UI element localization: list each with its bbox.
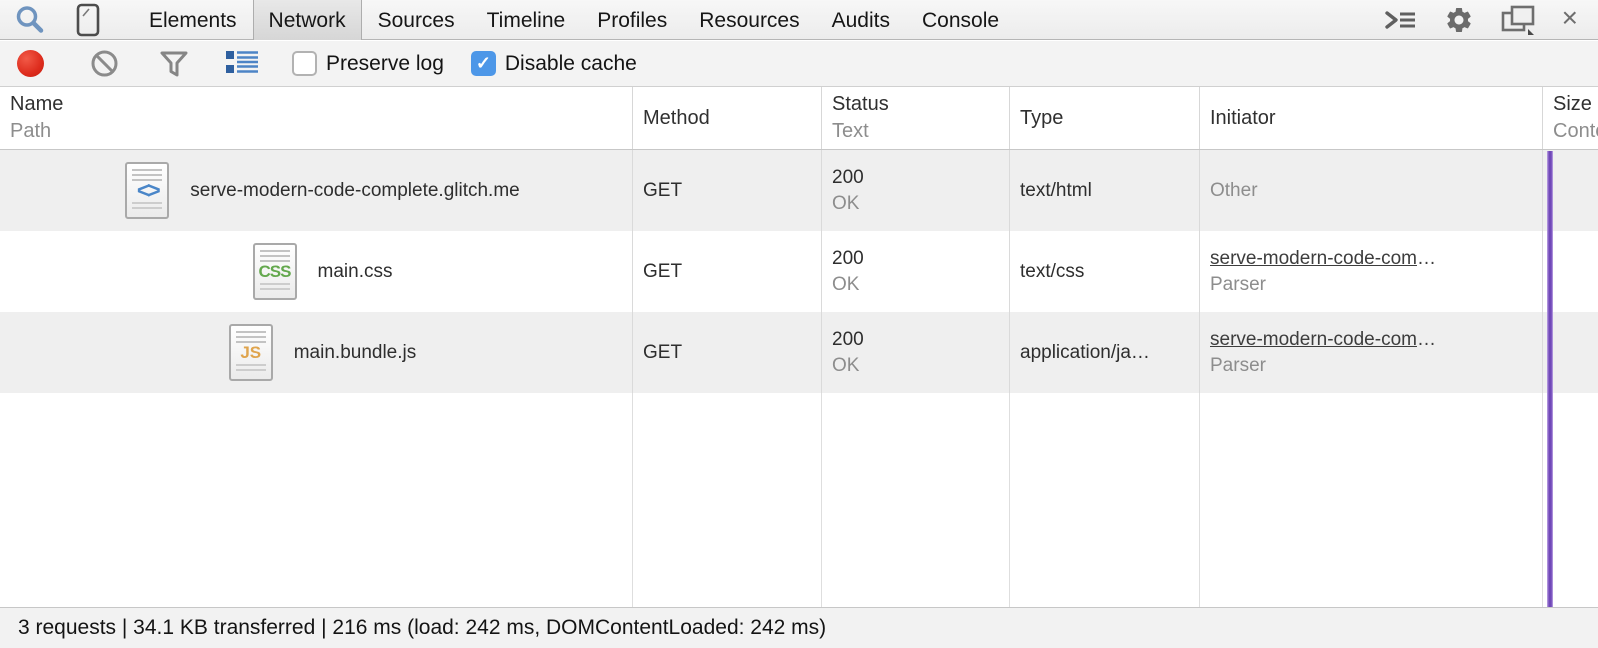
empty-grid-area xyxy=(0,393,1598,607)
request-initiator[interactable]: serve-modern-code-com xyxy=(1210,247,1417,269)
column-header-type[interactable]: Type xyxy=(1010,87,1200,149)
record-dot-icon[interactable] xyxy=(17,50,44,77)
tab-profiles[interactable]: Profiles xyxy=(597,8,668,32)
funnel-icon[interactable] xyxy=(159,50,189,78)
request-status-text: OK xyxy=(832,192,860,214)
console-drawer-icon[interactable] xyxy=(1384,8,1418,32)
dock-side-icon[interactable] xyxy=(1500,4,1536,36)
request-summary: 3 requests | 34.1 KB transferred | 216 m… xyxy=(18,616,827,639)
request-name-cell[interactable]: <> serve-modern-code-complete.glitch.me xyxy=(0,150,633,231)
device-mode-icon[interactable] xyxy=(71,3,105,37)
preserve-log-checkbox[interactable] xyxy=(292,51,317,76)
request-method: GET xyxy=(643,341,683,363)
js-file-icon: JS xyxy=(228,324,273,381)
html-file-icon: <> xyxy=(125,162,170,219)
css-file-icon: CSS xyxy=(252,243,297,300)
request-status-text: OK xyxy=(832,273,860,295)
request-type-cell[interactable]: text/css xyxy=(1010,231,1200,312)
request-rows: <> serve-modern-code-complete.glitch.me … xyxy=(0,150,1598,393)
request-status-code: 200 xyxy=(832,328,864,350)
request-initiator-type: Parser xyxy=(1210,273,1266,295)
tab-network[interactable]: Network xyxy=(252,0,362,40)
tab-audits[interactable]: Audits xyxy=(831,8,890,32)
request-method: GET xyxy=(643,260,683,282)
network-status-bar: 3 requests | 34.1 KB transferred | 216 m… xyxy=(0,607,1598,648)
detailed-list-icon[interactable] xyxy=(226,50,258,77)
request-method: GET xyxy=(643,179,683,201)
request-type: text/html xyxy=(1020,179,1092,201)
request-status-cell[interactable]: 200 OK xyxy=(822,231,1010,312)
request-status-cell[interactable]: 200 OK xyxy=(822,312,1010,393)
disable-cache-label[interactable]: Disable cache xyxy=(504,51,637,75)
request-method-cell[interactable]: GET xyxy=(633,312,822,393)
table-header-row: Name Path Method Status Text Type Initia… xyxy=(0,87,1598,150)
request-type: text/css xyxy=(1020,260,1085,282)
request-name: main.css xyxy=(317,260,393,282)
tab-elements[interactable]: Elements xyxy=(149,8,237,32)
tab-resources[interactable]: Resources xyxy=(699,8,800,32)
dom-content-loaded-event-line xyxy=(1547,151,1553,607)
check-icon: ✓ xyxy=(475,52,491,73)
request-method-cell[interactable]: GET xyxy=(633,150,822,231)
column-header-name[interactable]: Name Path xyxy=(0,87,633,149)
column-header-size[interactable]: Size Content xyxy=(1553,93,1598,142)
request-initiator[interactable]: serve-modern-code-com xyxy=(1210,328,1417,350)
network-toolbar: Preserve log ✓ Disable cache xyxy=(0,41,1598,87)
disable-cache-checkbox[interactable]: ✓ xyxy=(470,51,496,76)
devtools-tabbar: Elements Network Sources Timeline Profiles Re… xyxy=(0,0,1598,40)
tab-timeline[interactable]: Timeline xyxy=(486,8,566,32)
request-type: application/ja… xyxy=(1020,341,1150,363)
request-name: serve-modern-code-complete.glitch.me xyxy=(190,179,520,201)
request-initiator-cell[interactable]: Other xyxy=(1200,150,1543,231)
search-icon[interactable] xyxy=(13,3,47,37)
request-name-cell[interactable]: JS main.bundle.js xyxy=(0,312,633,393)
request-initiator-cell[interactable]: serve-modern-code-com… Parser xyxy=(1200,231,1543,312)
request-name: main.bundle.js xyxy=(293,341,417,363)
request-status-text: OK xyxy=(832,354,860,376)
settings-gear-icon[interactable] xyxy=(1444,5,1474,35)
tab-sources[interactable]: Sources xyxy=(377,8,455,32)
panel-tabs: Elements Network Sources Timeline Profiles Re… xyxy=(133,0,1015,40)
column-header-method[interactable]: Method xyxy=(633,87,822,149)
request-initiator-type: Parser xyxy=(1210,354,1266,376)
request-status-code: 200 xyxy=(832,166,864,188)
request-row-3[interactable]: JS main.bundle.js GET 200 OK application… xyxy=(0,312,1598,393)
request-row-1[interactable]: <> serve-modern-code-complete.glitch.me … xyxy=(0,150,1598,231)
column-header-initiator[interactable]: Initiator xyxy=(1200,87,1543,149)
tabbar-right-controls: × xyxy=(1384,4,1578,36)
request-row-2[interactable]: CSS main.css GET 200 OK text/css serve-m… xyxy=(0,231,1598,312)
request-type-cell[interactable]: application/ja… xyxy=(1010,312,1200,393)
column-header-status[interactable]: Status Text xyxy=(822,87,1010,149)
close-icon[interactable]: × xyxy=(1561,2,1578,33)
request-status-cell[interactable]: 200 OK xyxy=(822,150,1010,231)
request-initiator[interactable]: Other xyxy=(1210,179,1258,201)
tab-console[interactable]: Console xyxy=(922,8,1000,32)
request-name-cell[interactable]: CSS main.css xyxy=(0,231,633,312)
request-status-code: 200 xyxy=(832,247,864,269)
preserve-log-label[interactable]: Preserve log xyxy=(326,51,444,75)
request-type-cell[interactable]: text/html xyxy=(1010,150,1200,231)
request-initiator-cell[interactable]: serve-modern-code-com… Parser xyxy=(1200,312,1543,393)
request-method-cell[interactable]: GET xyxy=(633,231,822,312)
block-circle-icon[interactable] xyxy=(90,49,119,78)
